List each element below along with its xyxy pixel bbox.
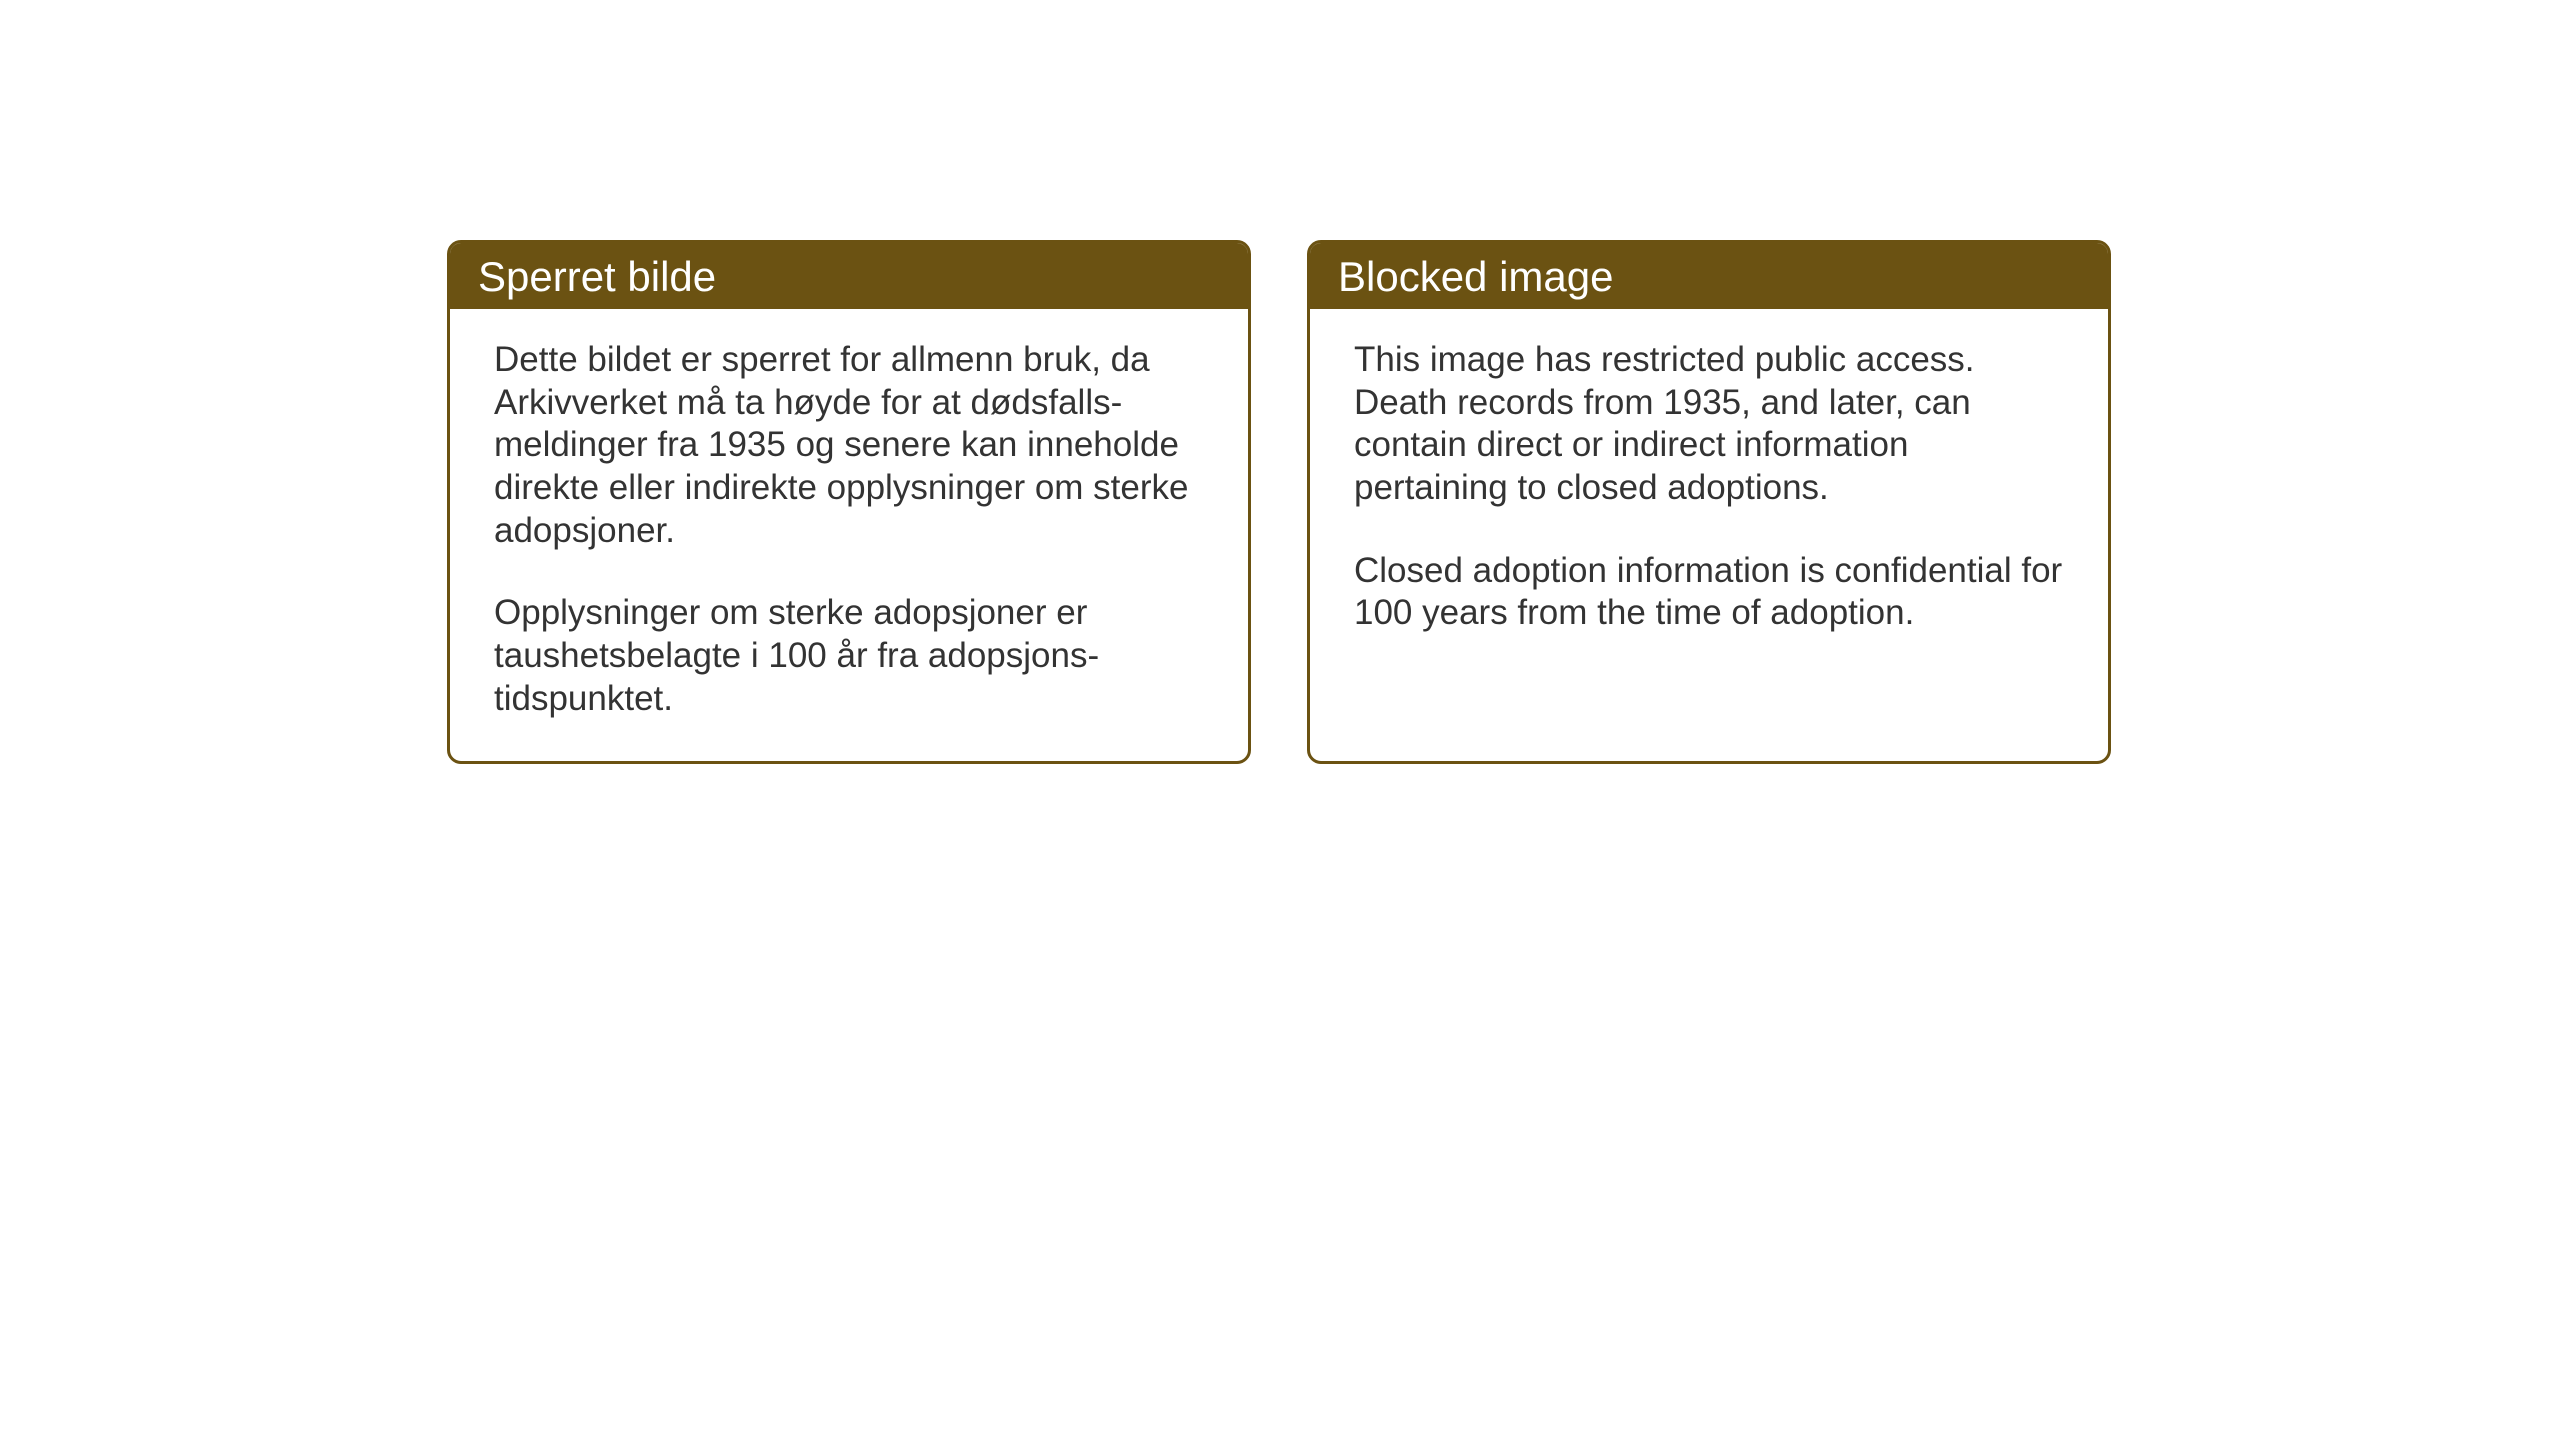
card-body-english: This image has restricted public access.… [1310, 309, 2108, 675]
card-header-english: Blocked image [1310, 243, 2108, 309]
notice-card-norwegian: Sperret bilde Dette bildet er sperret fo… [447, 240, 1251, 764]
card-header-norwegian: Sperret bilde [450, 243, 1248, 309]
card-title-english: Blocked image [1338, 253, 1613, 300]
card-paragraph-1-norwegian: Dette bildet er sperret for allmenn bruk… [494, 339, 1204, 552]
card-title-norwegian: Sperret bilde [478, 253, 716, 300]
notice-card-english: Blocked image This image has restricted … [1307, 240, 2111, 764]
card-paragraph-1-english: This image has restricted public access.… [1354, 339, 2064, 510]
notice-cards-container: Sperret bilde Dette bildet er sperret fo… [447, 240, 2111, 764]
card-paragraph-2-norwegian: Opplysninger om sterke adopsjoner er tau… [494, 592, 1204, 720]
card-body-norwegian: Dette bildet er sperret for allmenn bruk… [450, 309, 1248, 761]
card-paragraph-2-english: Closed adoption information is confident… [1354, 550, 2064, 635]
